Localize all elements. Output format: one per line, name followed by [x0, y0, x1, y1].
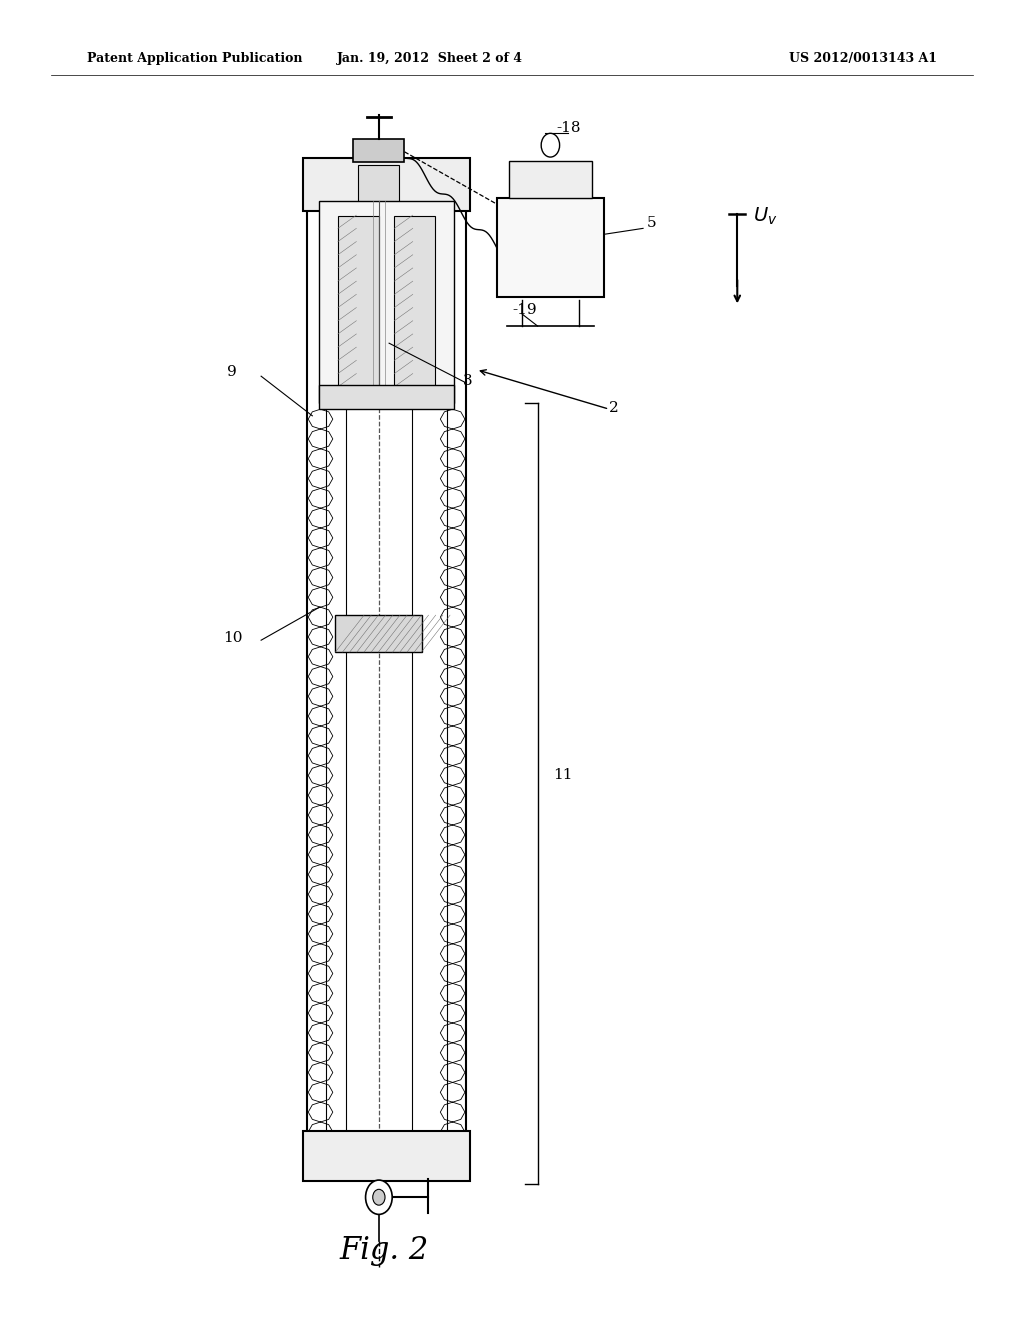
Text: Patent Application Publication: Patent Application Publication: [87, 51, 302, 65]
Text: Fig. 2: Fig. 2: [339, 1234, 429, 1266]
Text: $U_v$: $U_v$: [753, 206, 777, 227]
Text: 11: 11: [553, 768, 572, 781]
Bar: [358, 165, 399, 207]
Bar: [497, 198, 604, 297]
Text: 3: 3: [463, 375, 472, 388]
Bar: [394, 216, 435, 387]
Bar: [319, 201, 454, 403]
Bar: [336, 615, 423, 652]
Bar: [303, 1131, 470, 1181]
Text: 5: 5: [647, 216, 656, 230]
Bar: [509, 161, 592, 198]
Text: 10: 10: [223, 631, 243, 644]
Text: US 2012/0013143 A1: US 2012/0013143 A1: [788, 51, 937, 65]
Bar: [353, 139, 404, 162]
Text: 9: 9: [227, 366, 238, 379]
Bar: [319, 385, 454, 409]
Circle shape: [541, 133, 559, 157]
Bar: [303, 158, 470, 211]
Text: 2: 2: [609, 401, 620, 414]
Text: -19: -19: [512, 304, 537, 317]
Bar: [338, 216, 379, 387]
Circle shape: [366, 1180, 392, 1214]
Text: -18: -18: [556, 121, 581, 135]
Circle shape: [373, 1189, 385, 1205]
Text: Jan. 19, 2012  Sheet 2 of 4: Jan. 19, 2012 Sheet 2 of 4: [337, 51, 523, 65]
